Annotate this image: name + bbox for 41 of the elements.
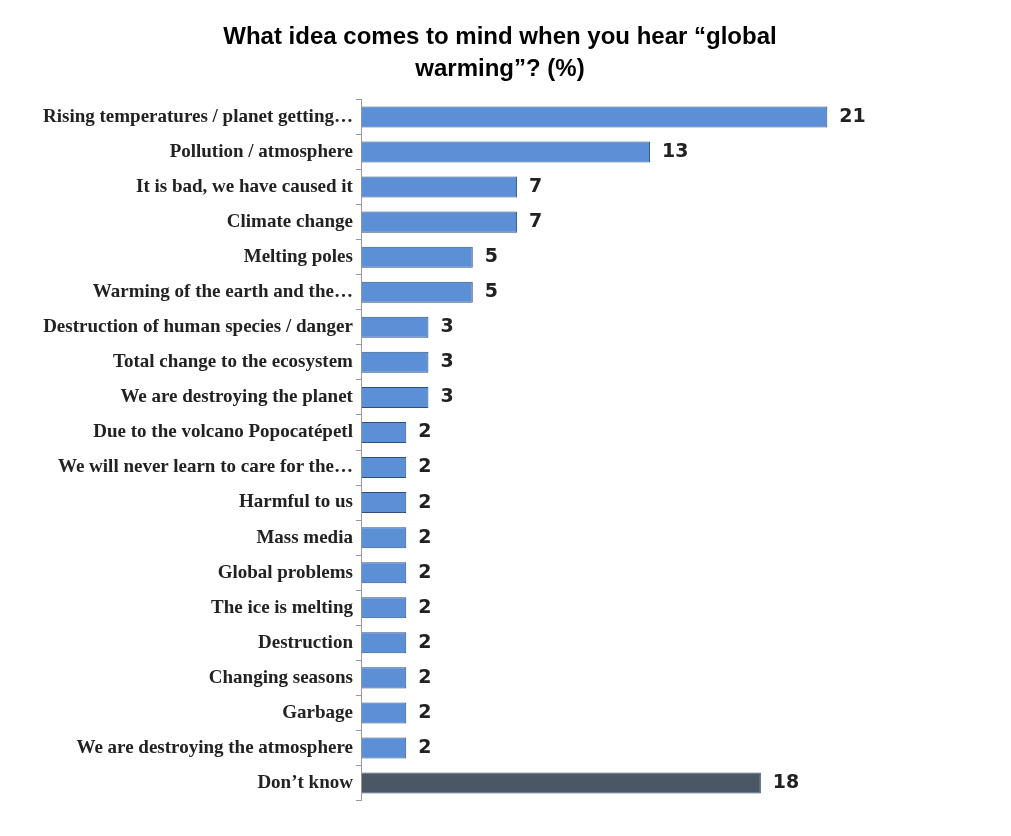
- y-tick-label: Destruction: [257, 630, 354, 652]
- y-tick-label: Garbage: [282, 700, 353, 722]
- y-tick-label: Warming of the earth and the…: [92, 279, 353, 301]
- data-label: 5: [484, 243, 498, 266]
- data-label: 2: [418, 699, 432, 722]
- data-label: 18: [772, 769, 800, 792]
- data-label: 2: [418, 629, 432, 652]
- y-tick-label: Melting poles: [243, 244, 353, 266]
- y-tick-label: Climate change: [226, 209, 353, 231]
- data-label: 3: [440, 349, 454, 372]
- y-tick-label: Destruction of human species / danger: [43, 314, 354, 336]
- chart-title: What idea comes to mind when you hear “global warming”? (%): [222, 21, 778, 84]
- y-tick-label: We will never learn to care for the…: [57, 455, 353, 477]
- data-label: 3: [440, 384, 454, 407]
- y-tick-label: Global problems: [217, 560, 353, 582]
- data-label: 21: [839, 103, 866, 126]
- y-tick-label: Changing seasons: [208, 665, 353, 687]
- y-tick-label: Rising temperatures / planet getting…: [42, 104, 353, 126]
- data-label: 3: [440, 314, 454, 337]
- data-label: 2: [418, 594, 432, 617]
- data-label: 2: [418, 559, 432, 582]
- data-label: 13: [662, 138, 689, 161]
- data-label: 2: [418, 734, 432, 757]
- y-tick-label: We are destroying the atmosphere: [76, 735, 353, 757]
- data-label: 2: [418, 524, 432, 547]
- data-label: 2: [418, 664, 432, 687]
- y-tick-label: Pollution / atmosphere: [169, 139, 353, 161]
- y-tick-label: We are destroying the planet: [120, 385, 354, 407]
- data-label: 2: [418, 419, 432, 442]
- y-tick-label: Total change to the ecosystem: [113, 350, 354, 372]
- data-label: 2: [418, 489, 432, 512]
- data-label: 2: [418, 454, 432, 477]
- data-label: 7: [529, 173, 543, 196]
- y-tick-label: It is bad, we have caused it: [136, 174, 354, 196]
- y-tick-label: Due to the volcano Popocatépetl: [93, 420, 353, 442]
- y-tick-label: Mass media: [256, 525, 354, 547]
- data-label: 5: [484, 278, 498, 301]
- y-tick-label: Don’t know: [257, 770, 354, 792]
- y-tick-label: Harmful to us: [238, 490, 353, 512]
- data-label: 7: [529, 208, 543, 231]
- y-tick-label: The ice is melting: [211, 595, 354, 617]
